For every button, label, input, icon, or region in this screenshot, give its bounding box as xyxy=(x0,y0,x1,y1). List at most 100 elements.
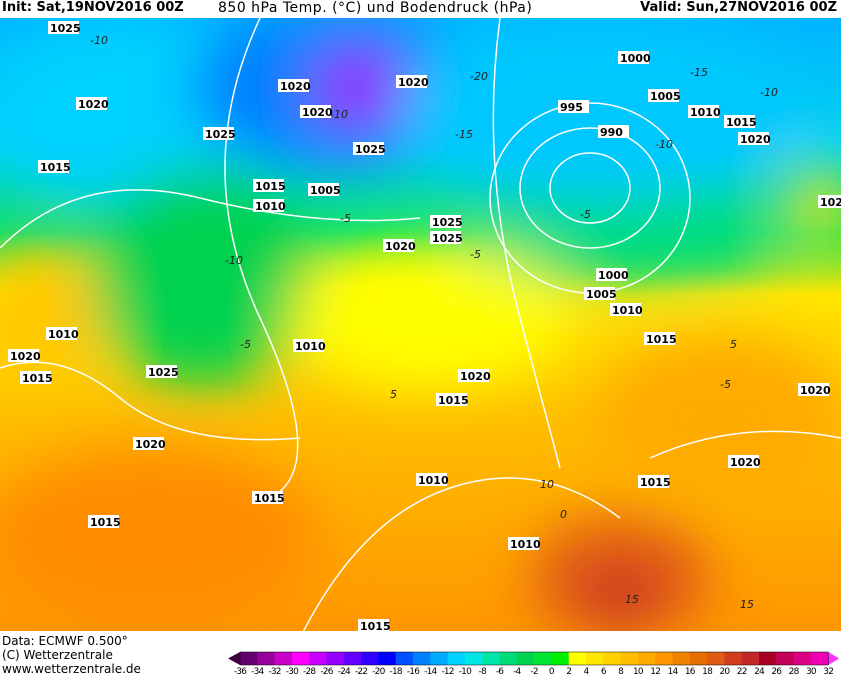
isobar-label: 1015 xyxy=(20,371,53,385)
legend-swatch xyxy=(534,652,552,665)
legend-tick-label: 4 xyxy=(584,667,590,675)
legend-tick-label: 20 xyxy=(719,667,730,675)
isobar-label: 1025 xyxy=(818,195,841,209)
legend-swatch xyxy=(793,652,812,665)
isobar-label: 1010 xyxy=(688,105,721,119)
legend-tick-label: -16 xyxy=(407,667,420,675)
isobars xyxy=(0,18,841,631)
legend-tick-label: -10 xyxy=(459,667,472,675)
temperature-label: 0 xyxy=(560,508,567,521)
isobar-label: 1010 xyxy=(253,199,286,213)
isobar-label: 1020 xyxy=(458,369,491,383)
legend-swatch xyxy=(724,652,743,665)
legend-swatch xyxy=(655,652,673,665)
isobar-label: 1015 xyxy=(436,393,469,407)
legend-swatch xyxy=(568,652,587,665)
legend-tick-label: 30 xyxy=(806,667,817,675)
isobar-label: 1020 xyxy=(278,79,311,93)
legend-swatch xyxy=(413,652,431,665)
temperature-label: -10 xyxy=(330,108,348,121)
temperature-label: -15 xyxy=(455,128,473,141)
svg-text:1025: 1025 xyxy=(432,216,463,229)
legend-swatch xyxy=(810,652,829,665)
temperature-label: 5 xyxy=(730,338,737,351)
legend-tick-label: -14 xyxy=(424,667,437,675)
legend-tick-label: 8 xyxy=(618,667,624,675)
legend-tick-label: -2 xyxy=(530,667,537,675)
temperature-field xyxy=(0,18,841,631)
legend-tick-label: -36 xyxy=(234,667,247,675)
svg-text:1010: 1010 xyxy=(48,328,79,341)
legend-swatch xyxy=(430,652,449,665)
svg-text:1010: 1010 xyxy=(612,304,643,317)
svg-text:1015: 1015 xyxy=(640,476,671,489)
legend-swatch xyxy=(447,652,466,665)
legend-swatch xyxy=(395,652,414,665)
svg-text:1020: 1020 xyxy=(10,350,41,363)
svg-text:1025: 1025 xyxy=(432,232,463,245)
isobar-label: 1010 xyxy=(46,327,79,341)
legend-swatch xyxy=(464,652,483,665)
isobar-label: 1015 xyxy=(38,160,71,174)
svg-text:1025: 1025 xyxy=(820,196,841,209)
legend-swatch xyxy=(620,652,639,665)
temperature-label: 10 xyxy=(540,478,554,491)
legend-tick-label: 10 xyxy=(633,667,644,675)
legend-swatch xyxy=(707,652,725,665)
isobar-label: 1020 xyxy=(728,455,761,469)
temperature-label: 5 xyxy=(390,388,397,401)
isobar-label: 1020 xyxy=(383,239,416,253)
legend-swatch xyxy=(759,652,777,665)
legend-swatch xyxy=(689,652,708,665)
legend-swatch xyxy=(551,652,570,665)
isobar-label: 1025 xyxy=(430,215,463,229)
legend-tick-label: 0 xyxy=(549,667,555,675)
isobar-label: 1025 xyxy=(48,21,81,35)
legend-swatch xyxy=(378,652,397,665)
header: Init: Sat,19NOV2016 00Z 850 hPa Temp. (°… xyxy=(0,0,841,18)
website-link[interactable]: www.wetterzentrale.de xyxy=(2,662,141,676)
isobar-label: 1010 xyxy=(508,537,541,551)
svg-text:1010: 1010 xyxy=(690,106,721,119)
svg-text:1000: 1000 xyxy=(620,52,651,65)
legend-swatch xyxy=(637,652,656,665)
legend-tick-label: 18 xyxy=(702,667,713,675)
legend-tick-label: 26 xyxy=(771,667,782,675)
legend-tick-label: -22 xyxy=(355,667,367,675)
isobar-label: 1015 xyxy=(724,115,757,129)
svg-text:1020: 1020 xyxy=(135,438,166,451)
legend-tick-label: 32 xyxy=(823,667,833,675)
legend-tick-label: -26 xyxy=(320,667,333,675)
legend-swatch xyxy=(274,652,293,665)
svg-text:1010: 1010 xyxy=(510,538,541,551)
isobar-label: 1010 xyxy=(416,473,449,487)
svg-text:1005: 1005 xyxy=(586,288,617,301)
legend-tick-label: -30 xyxy=(286,667,299,675)
isobar-label: 1005 xyxy=(308,183,341,197)
legend-tick-label: 22 xyxy=(737,667,747,675)
temperature-label: -5 xyxy=(340,212,351,225)
legend-swatch xyxy=(499,652,518,665)
isobar-label: 990 xyxy=(598,125,629,139)
map-title: 850 hPa Temp. (°C) und Bodendruck (hPa) xyxy=(218,0,533,16)
legend-swatch xyxy=(741,652,760,665)
svg-text:1020: 1020 xyxy=(800,384,831,397)
legend-swatch xyxy=(291,652,310,665)
legend-swatch xyxy=(586,652,604,665)
svg-text:1020: 1020 xyxy=(730,456,761,469)
isobar-label: 1015 xyxy=(253,179,286,193)
legend-tick-label: 14 xyxy=(668,667,679,675)
color-legend: -36 -34 -32 -30 -28 -26 -24 -22 -20 -18 -16 -14 -12-… xyxy=(228,651,840,675)
legend-tick-label: -8 xyxy=(479,667,487,675)
legend-swatch xyxy=(240,652,258,665)
isobar-label: 1020 xyxy=(798,383,831,397)
svg-text:1015: 1015 xyxy=(255,180,286,193)
isobar-label: 1020 xyxy=(76,97,109,111)
svg-text:1020: 1020 xyxy=(398,76,429,89)
svg-text:1020: 1020 xyxy=(78,98,109,111)
temperature-label: -15 xyxy=(690,66,708,79)
isobar-label: 1020 xyxy=(133,437,166,451)
svg-text:1020: 1020 xyxy=(740,133,771,146)
svg-text:1020: 1020 xyxy=(280,80,311,93)
svg-text:1010: 1010 xyxy=(418,474,449,487)
